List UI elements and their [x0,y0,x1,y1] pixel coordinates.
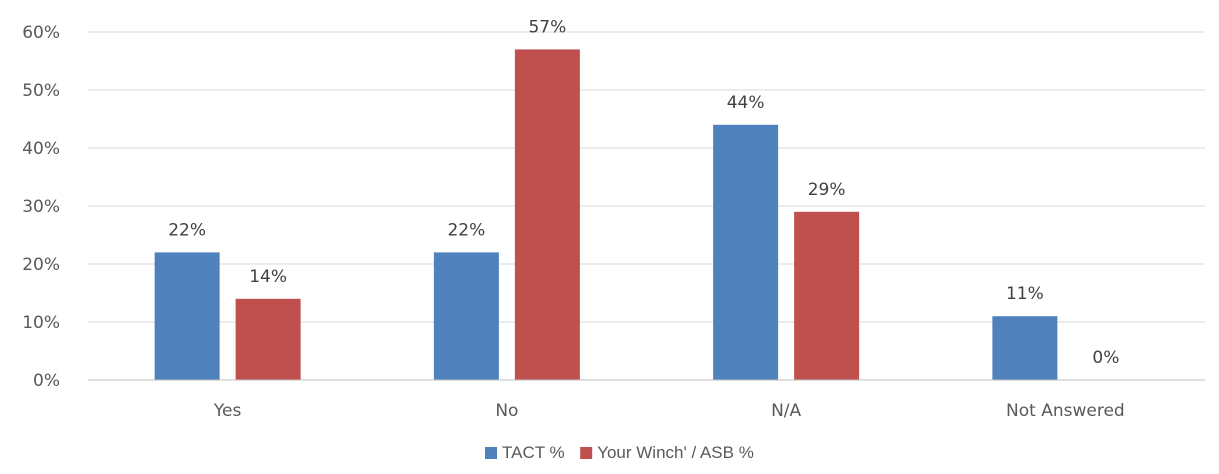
bar-asb-no [514,49,580,381]
y-tick-label: 0% [33,371,60,391]
legend: TACT % Your Winch' / ASB % [485,443,754,462]
data-label: 29% [808,180,846,200]
x-tick-label: Yes [213,401,242,421]
bar-asb-yes [235,298,301,380]
bar-tact-yes [154,252,220,380]
data-label: 44% [727,93,765,113]
x-tick-label: Not Answered [1006,401,1125,421]
y-tick-label: 10% [22,313,60,333]
bar-asb-n-a [794,211,860,380]
y-tick-label: 40% [22,139,60,159]
bar-tact-not-answered [992,316,1058,380]
data-label: 11% [1006,284,1044,304]
y-axis: 0% 10% 20% 30% 40% 50% 60% [22,23,60,391]
x-axis: Yes No N/A Not Answered [88,379,1205,421]
data-label: 22% [168,220,206,240]
legend-label: Your Winch' / ASB % [597,443,754,462]
y-tick-label: 30% [22,197,60,217]
legend-swatch [485,447,497,459]
y-tick-label: 60% [22,23,60,43]
bars [154,49,1058,381]
legend-label: TACT % [502,443,565,462]
y-tick-label: 50% [22,81,60,101]
data-labels: 22% 14% 22% 57% 44% 29% 11% 0% [168,17,1119,368]
data-label: 22% [447,220,485,240]
bar-tact-no [433,252,499,380]
legend-swatch [580,447,593,459]
data-label: 57% [528,17,566,37]
x-tick-label: No [495,401,518,421]
x-tick-label: N/A [771,401,801,421]
data-label: 0% [1092,348,1119,368]
y-tick-label: 20% [22,255,60,275]
data-label: 14% [249,267,287,287]
bar-tact-n-a [713,124,779,380]
